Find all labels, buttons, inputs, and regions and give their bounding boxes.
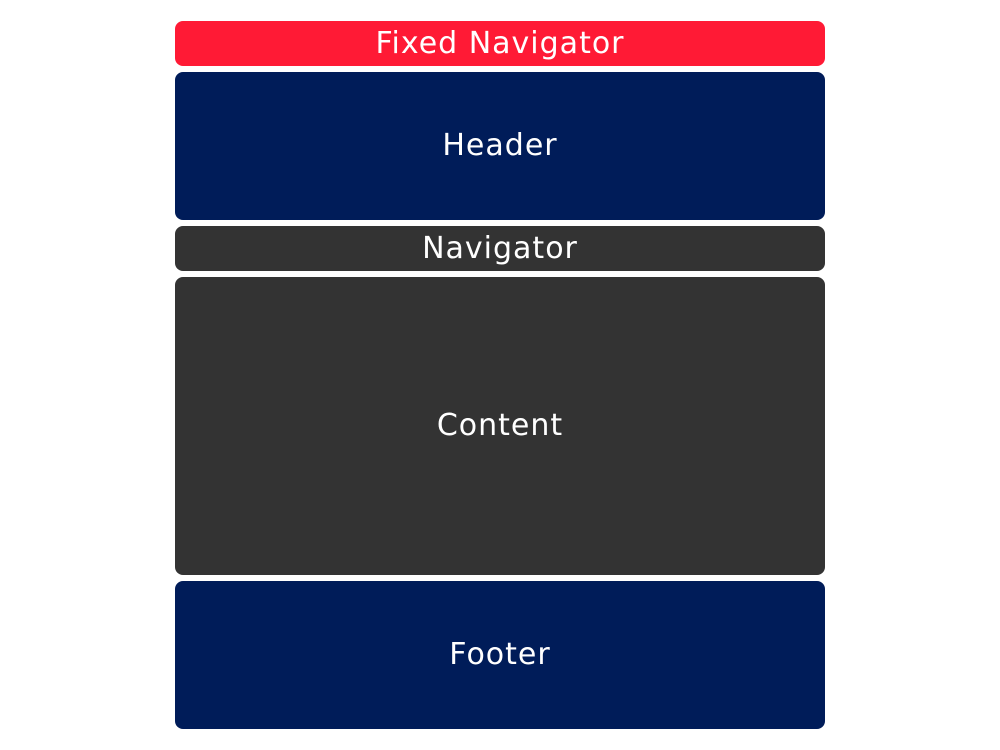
content-block: Content bbox=[175, 277, 825, 575]
fixed-navigator-block: Fixed Navigator bbox=[175, 21, 825, 66]
fixed-navigator-label: Fixed Navigator bbox=[375, 25, 625, 61]
header-block: Header bbox=[175, 72, 825, 220]
footer-label: Footer bbox=[449, 637, 551, 672]
header-label: Header bbox=[442, 128, 558, 163]
navigator-block: Navigator bbox=[175, 226, 825, 271]
content-label: Content bbox=[436, 408, 564, 443]
footer-block: Footer bbox=[175, 581, 825, 729]
navigator-label: Navigator bbox=[422, 230, 578, 266]
